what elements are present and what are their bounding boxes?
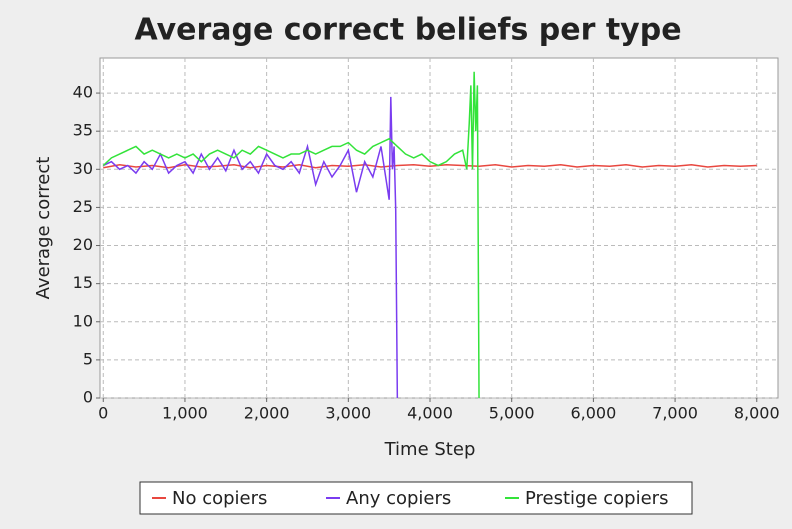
x-tick-label: 6,000 bbox=[570, 404, 616, 423]
x-tick-label: 7,000 bbox=[652, 404, 698, 423]
y-tick-label: 10 bbox=[73, 311, 93, 330]
y-tick-label: 35 bbox=[73, 121, 93, 140]
x-axis-label: Time Step bbox=[384, 439, 476, 460]
legend-label: Any copiers bbox=[346, 488, 451, 509]
y-tick-label: 5 bbox=[83, 349, 93, 368]
x-tick-label: 1,000 bbox=[162, 404, 208, 423]
series-line bbox=[102, 96, 399, 399]
x-tick-label: 8,000 bbox=[734, 404, 780, 423]
y-tick-label: 15 bbox=[73, 273, 93, 292]
y-tick-label: 25 bbox=[73, 197, 93, 216]
legend bbox=[139, 481, 693, 515]
x-tick-label: 3,000 bbox=[325, 404, 371, 423]
legend-label: No copiers bbox=[172, 488, 267, 509]
series-line bbox=[102, 71, 480, 399]
y-tick-label: 40 bbox=[73, 83, 93, 102]
plot bbox=[100, 58, 778, 399]
plot-area bbox=[99, 57, 779, 399]
chart-title: Average correct beliefs per type bbox=[134, 13, 681, 48]
y-tick-label: 0 bbox=[83, 388, 93, 407]
y-tick-label: 30 bbox=[73, 159, 93, 178]
x-tick-label: 4,000 bbox=[407, 404, 453, 423]
x-tick-label: 5,000 bbox=[489, 404, 535, 423]
x-tick-label: 2,000 bbox=[244, 404, 290, 423]
legend-label: Prestige copiers bbox=[525, 488, 668, 509]
x-tick-label: 0 bbox=[98, 404, 108, 423]
y-axis-label: Average correct bbox=[33, 157, 54, 300]
y-tick-label: 20 bbox=[73, 235, 93, 254]
